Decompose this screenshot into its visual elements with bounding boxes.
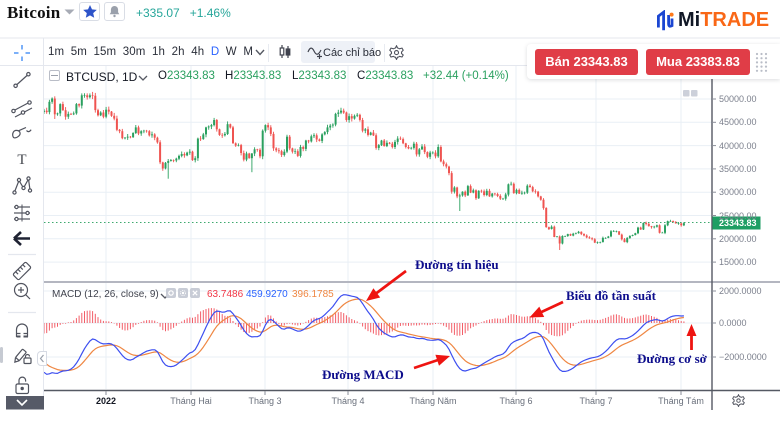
svg-text:T: T: [17, 152, 26, 168]
